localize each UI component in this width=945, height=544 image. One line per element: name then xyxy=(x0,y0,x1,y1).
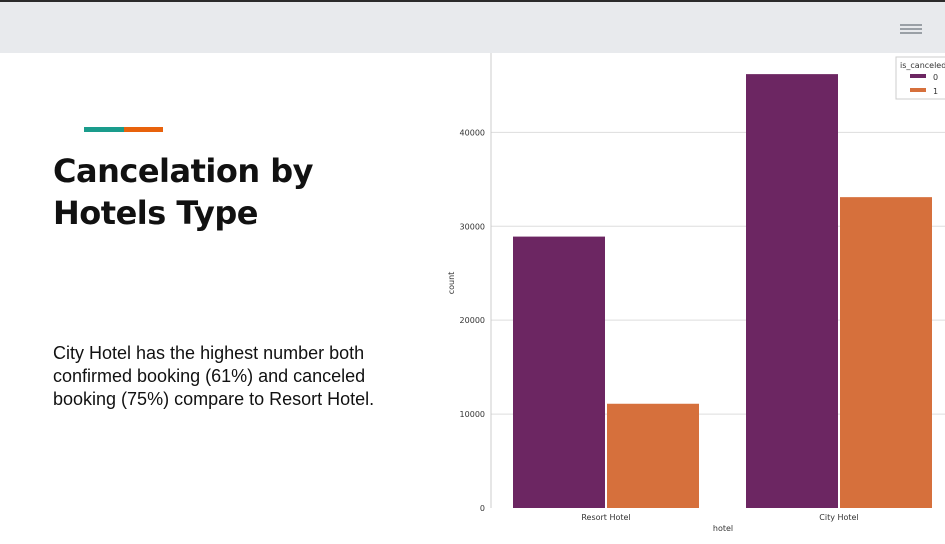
slide-body-text: City Hotel has the highest number both c… xyxy=(53,343,375,409)
y-tick-labels: 0 10000 20000 30000 40000 xyxy=(460,128,485,513)
y-tick-label: 40000 xyxy=(460,128,485,137)
bar-resort-hotel-series-0 xyxy=(513,236,605,508)
accent-teal-segment xyxy=(84,127,124,132)
x-tick-label: City Hotel xyxy=(819,513,858,522)
bar-city-hotel-series-1 xyxy=(840,197,932,508)
slide-title: Cancelation by Hotels Type xyxy=(53,150,413,234)
y-tick-label: 0 xyxy=(480,504,485,513)
bar-city-hotel-series-0 xyxy=(746,74,838,508)
legend-title: is_canceled xyxy=(900,61,945,70)
y-tick-label: 10000 xyxy=(460,410,485,419)
legend-swatch-0 xyxy=(910,74,926,78)
bar-chart: 0 10000 20000 30000 40000 Resort Hotel City H… xyxy=(447,53,945,533)
slide-title-line2: Hotels Type xyxy=(53,194,258,232)
x-tick-labels: Resort Hotel City Hotel xyxy=(581,513,858,522)
accent-orange-segment xyxy=(124,127,163,132)
x-axis-label: hotel xyxy=(713,524,733,533)
legend-swatch-1 xyxy=(910,88,926,92)
bar-resort-hotel-series-1 xyxy=(607,403,699,508)
x-tick-label: Resort Hotel xyxy=(581,513,630,522)
legend-label-0: 0 xyxy=(933,73,938,82)
top-bar xyxy=(0,0,945,53)
legend-label-1: 1 xyxy=(933,87,938,96)
y-tick-label: 30000 xyxy=(460,222,485,231)
title-accent-bar xyxy=(84,127,163,132)
slide-title-line1: Cancelation by xyxy=(53,152,314,190)
chart-bars xyxy=(513,74,932,508)
bar-chart-area: 0 10000 20000 30000 40000 Resort Hotel City H… xyxy=(438,53,945,539)
hamburger-menu-icon[interactable] xyxy=(900,24,922,36)
chart-legend: is_canceled 0 1 xyxy=(895,56,945,100)
y-axis-label: count xyxy=(447,272,456,295)
y-tick-label: 20000 xyxy=(460,316,485,325)
